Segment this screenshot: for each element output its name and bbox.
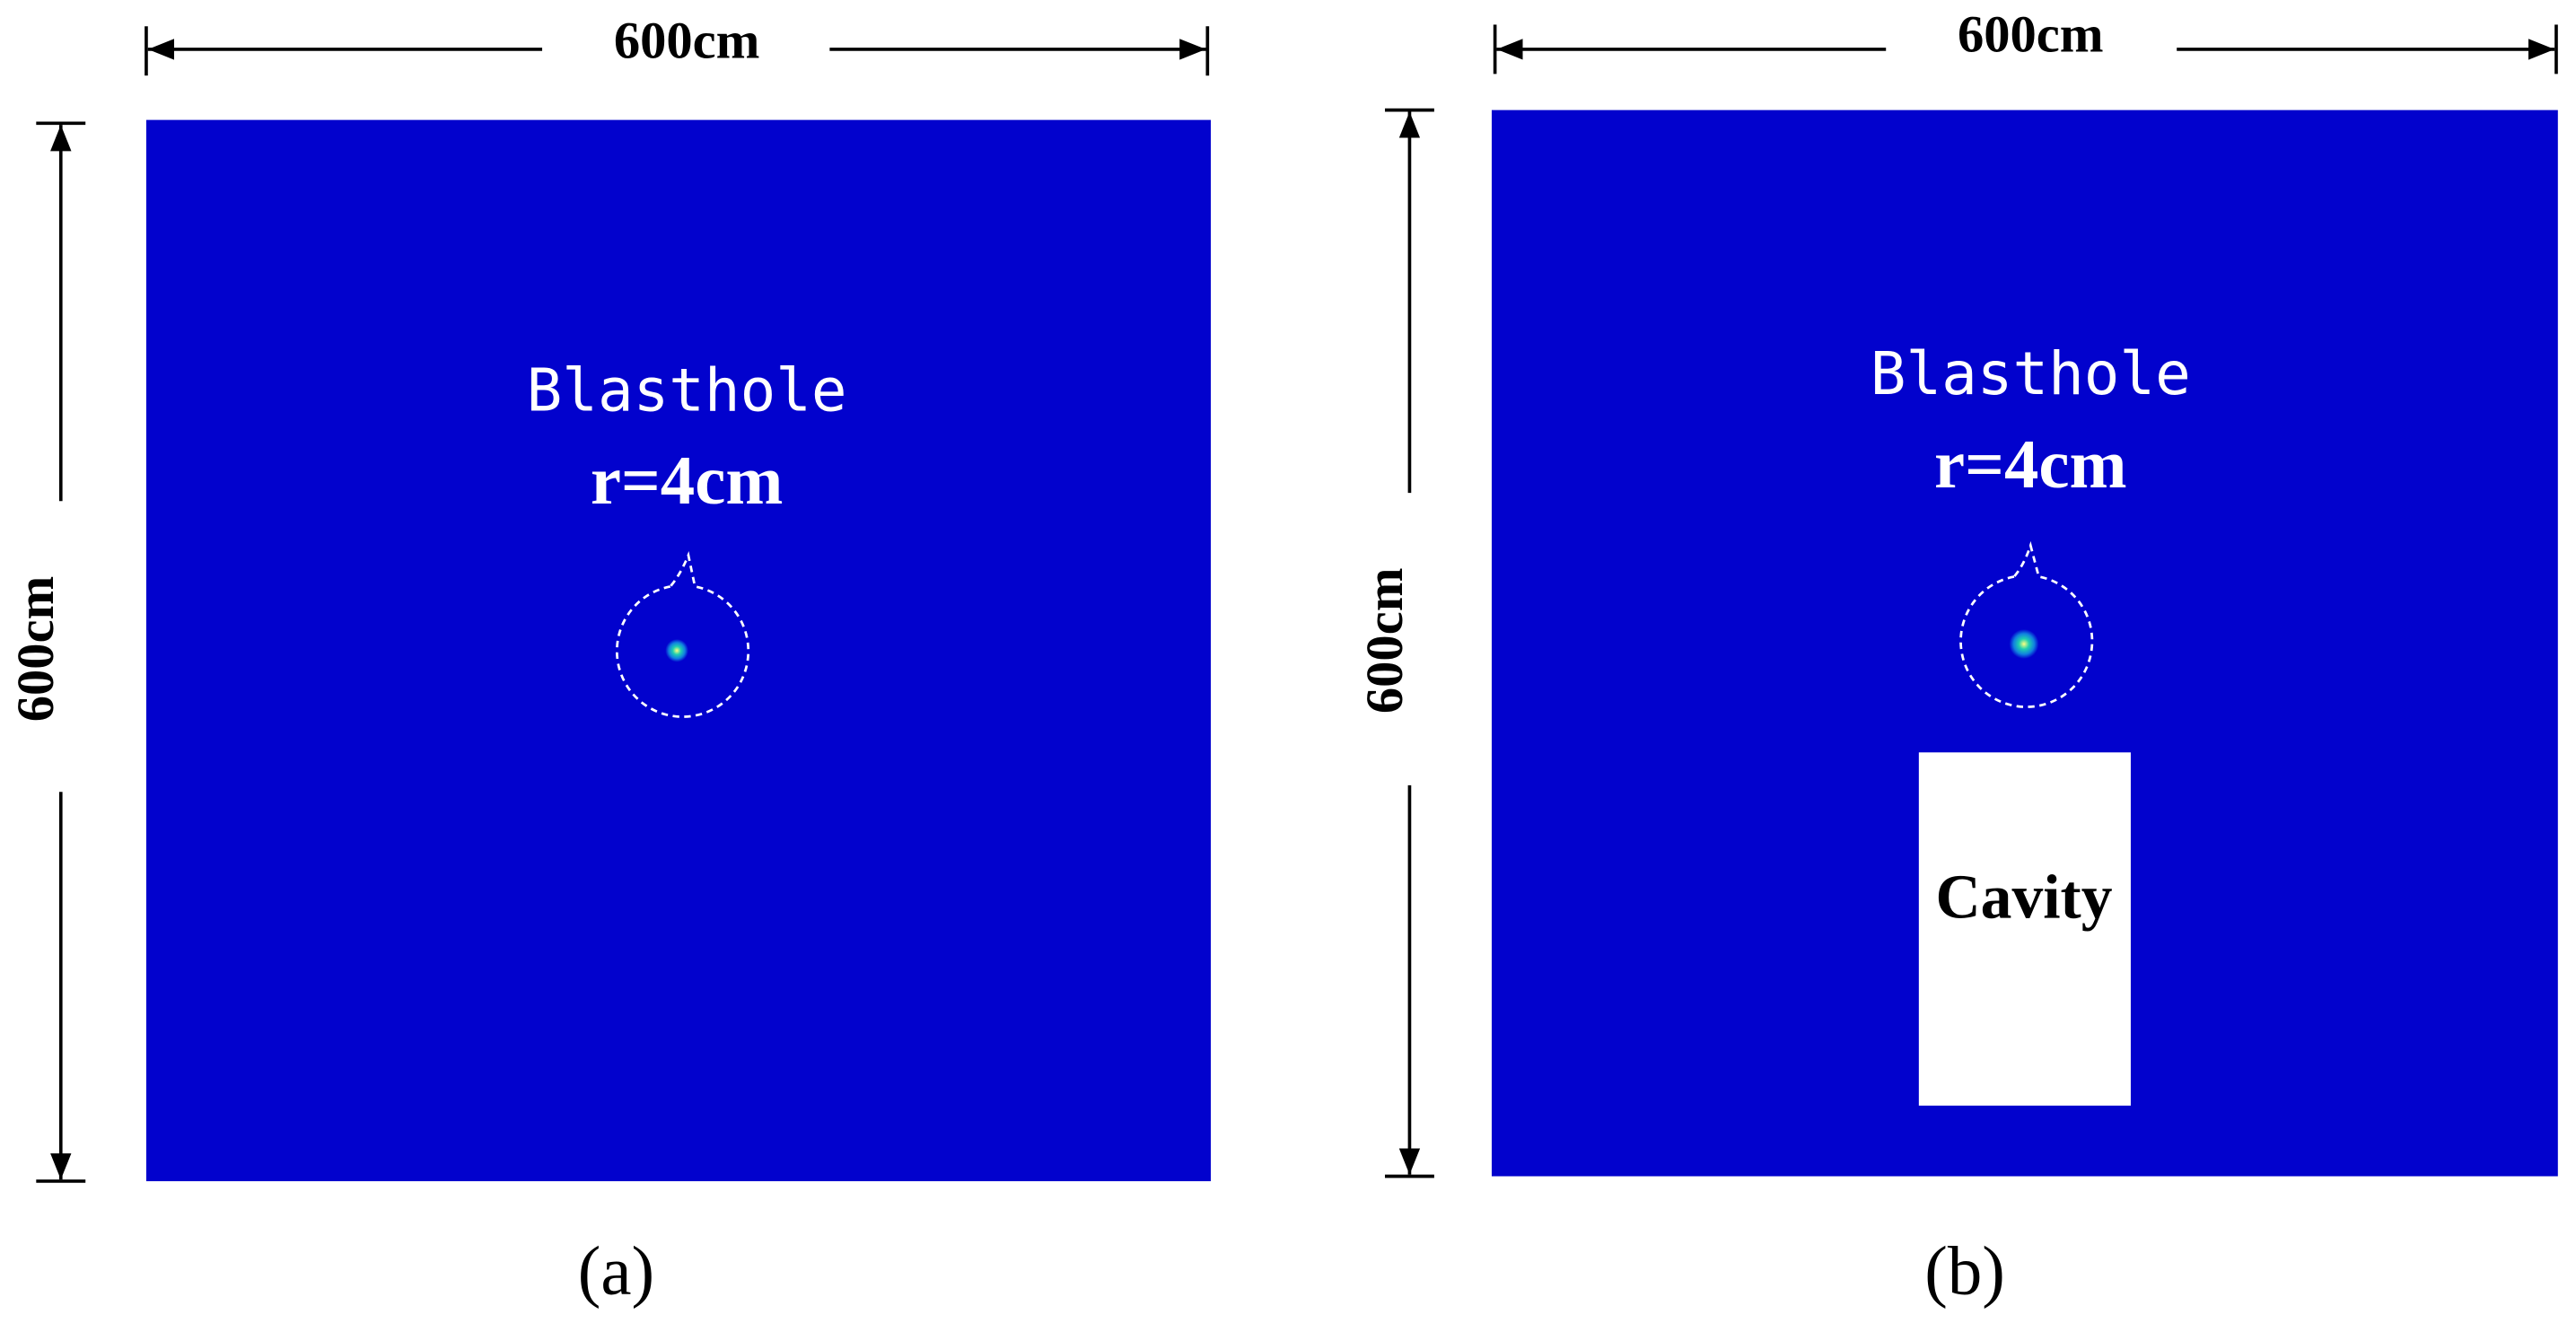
height-label: 600cm (6, 576, 65, 723)
caption: (b) (1924, 1233, 2005, 1310)
blasthole-label: Blasthole (527, 355, 847, 425)
caption: (a) (578, 1233, 654, 1310)
panel-a: 600cm 600cm Blasthole r=4cm (a) (6, 12, 1211, 1310)
callout (1959, 540, 2094, 708)
blasthole (665, 638, 688, 662)
height-label: 600cm (1355, 568, 1414, 714)
radius-label: r=4cm (1934, 426, 2126, 503)
width-label: 600cm (1958, 4, 2104, 63)
radius-label: r=4cm (591, 443, 783, 519)
panel-b: 600cm 600cm Blasthole r=4cm Cavity (b) (1355, 4, 2558, 1310)
cavity-label: Cavity (1935, 863, 2112, 933)
callout (615, 551, 750, 718)
width-label: 600cm (614, 12, 760, 70)
blasthole (2009, 629, 2039, 659)
cavity (1918, 752, 2131, 1106)
blasthole-label: Blasthole (1871, 339, 2191, 408)
